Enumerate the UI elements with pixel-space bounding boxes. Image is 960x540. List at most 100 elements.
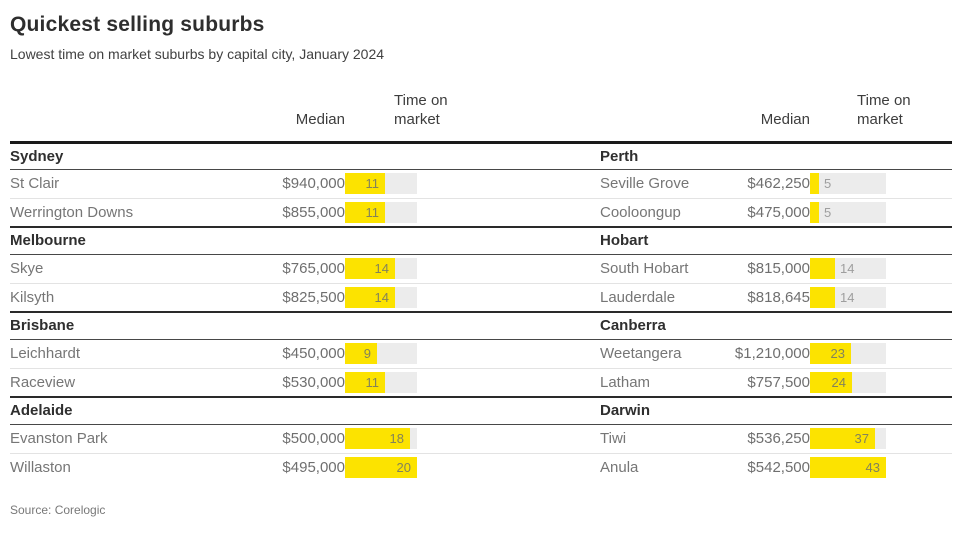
bar-value-label: 14 (374, 289, 389, 305)
time-on-market-header-right: Time on market (810, 85, 952, 144)
suburb-cell: Skye (10, 260, 44, 277)
city-label: Adelaide (10, 402, 73, 420)
time-bar-cell: 20 (345, 453, 480, 482)
page-title: Quickest selling suburbs (10, 13, 265, 36)
bar-value-label: 14 (840, 289, 855, 305)
time-on-market-header-left: Time on market (345, 85, 480, 144)
median-cell: $542,500 (747, 459, 810, 477)
table-row: Willaston $495,000 20 Anula $542,500 43 (10, 453, 952, 482)
bar-value-label: 5 (824, 204, 832, 220)
city-label: Melbourne (10, 232, 86, 250)
time-bar-cell: 24 (810, 368, 952, 397)
bar-value-label: 43 (865, 460, 880, 476)
bar-value-label: 5 (824, 176, 832, 191)
bar-value-label: 14 (840, 261, 855, 276)
bar-track: 11 (345, 173, 417, 194)
bar-track: 43 (810, 457, 886, 479)
table-row: Skye $765,000 14 South Hobart $815,000 14 (10, 254, 952, 283)
time-bar-cell: 14 (345, 254, 480, 283)
time-bar-cell: 5 (810, 198, 952, 227)
bar-track: 11 (345, 201, 417, 223)
section-header-row: Sydney Perth (10, 142, 952, 169)
spacer-cell (10, 85, 265, 144)
median-cell: $815,000 (747, 260, 810, 277)
bar-value-label: 14 (374, 261, 389, 276)
city-label: Perth (600, 147, 639, 165)
suburb-cell: Anula (600, 459, 639, 477)
section-header-row: Brisbane Canberra (10, 312, 952, 339)
time-bar-cell: 18 (345, 424, 480, 453)
median-cell: $530,000 (282, 373, 345, 391)
suburb-cell: South Hobart (600, 260, 689, 277)
suburb-cell: Latham (600, 373, 651, 391)
bar-fill (345, 457, 417, 479)
suburb-cell: Werrington Downs (10, 203, 134, 221)
bar-track: 5 (810, 201, 886, 223)
median-cell: $475,000 (747, 203, 810, 221)
suburb-cell: Evanston Park (10, 430, 108, 447)
bar-value-label: 18 (389, 431, 404, 446)
time-bar-cell: 5 (810, 169, 952, 198)
bar-value-label: 37 (854, 431, 869, 446)
bar-value-label: 11 (365, 204, 380, 220)
city-label: Canberra (600, 317, 666, 335)
median-cell: $450,000 (282, 345, 345, 362)
median-header-left: Median (265, 85, 345, 144)
bar-fill (345, 343, 377, 364)
table-row: Leichhardt $450,000 9 Weetangera $1,210,000 2… (10, 339, 952, 368)
bar-track: 14 (345, 286, 417, 308)
bar-fill (345, 258, 395, 279)
city-label: Darwin (600, 402, 651, 420)
suburb-cell: Seville Grove (600, 175, 690, 192)
time-bar-cell: 11 (345, 169, 480, 198)
median-cell: $462,250 (747, 175, 810, 192)
bar-track: 24 (810, 371, 886, 393)
median-header-right: Median (730, 85, 810, 144)
bar-value-label: 11 (365, 374, 380, 390)
source-note: Source: Corelogic (10, 503, 106, 517)
suburb-cell: Kilsyth (10, 288, 55, 306)
bar-fill (345, 201, 385, 223)
suburb-cell: Tiwi (600, 430, 627, 447)
city-label: Sydney (10, 147, 64, 165)
column-header-row: Median Time on market Median Time on mar… (10, 85, 952, 144)
bar-fill (810, 173, 819, 194)
bar-fill (810, 457, 886, 479)
bar-track: 14 (810, 258, 886, 279)
bar-track: 11 (345, 371, 417, 393)
time-bar-cell: 14 (345, 283, 480, 312)
table-header: Median Time on market Median Time on mar… (10, 85, 952, 144)
suburb-cell: St Clair (10, 175, 60, 192)
bar-track: 5 (810, 173, 886, 194)
table-row: Evanston Park $500,000 18 Tiwi $536,250 37 (10, 424, 952, 453)
table-row: Kilsyth $825,500 14 Lauderdale $818,645 14 (10, 283, 952, 312)
time-bar-cell: 11 (345, 368, 480, 397)
suburb-cell: Cooloongup (600, 203, 681, 221)
bar-fill (810, 201, 819, 223)
time-bar-cell: 11 (345, 198, 480, 227)
bar-fill (345, 286, 395, 308)
section-header-row: Melbourne Hobart (10, 227, 952, 254)
bar-track: 18 (345, 428, 417, 449)
suburb-cell: Willaston (10, 459, 71, 477)
page-subtitle: Lowest time on market suburbs by capital… (10, 46, 385, 62)
section-header-row: Adelaide Darwin (10, 397, 952, 424)
median-cell: $500,000 (282, 430, 345, 447)
median-cell: $765,000 (282, 260, 345, 277)
bar-track: 37 (810, 428, 886, 449)
bar-fill (345, 371, 385, 393)
bar-value-label: 11 (365, 176, 380, 191)
median-cell: $495,000 (282, 459, 345, 477)
bar-track: 23 (810, 343, 886, 364)
suburb-cell: Raceview (10, 373, 76, 391)
bar-value-label: 20 (396, 460, 411, 476)
bar-fill (810, 258, 835, 279)
median-cell: $825,500 (282, 288, 345, 306)
median-cell: $536,250 (747, 430, 810, 447)
bar-fill (345, 173, 385, 194)
bar-value-label: 24 (831, 374, 846, 390)
time-bar-cell: 14 (810, 283, 952, 312)
bar-fill (810, 428, 875, 449)
median-cell: $940,000 (282, 175, 345, 192)
bar-value-label: 23 (830, 346, 845, 361)
